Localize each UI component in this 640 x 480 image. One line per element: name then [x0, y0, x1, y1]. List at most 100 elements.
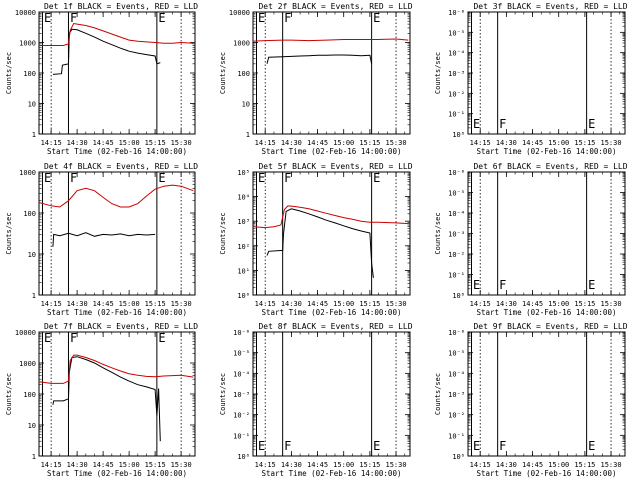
lld-series-line [39, 22, 194, 46]
x-tick-label: 15:15 [574, 139, 595, 147]
y-tick-label: 10⁻² [448, 251, 465, 259]
y-tick-label: 10⁻² [448, 412, 465, 420]
y-tick-label: 10⁻⁶ [448, 329, 465, 337]
marker-label: E [373, 11, 380, 25]
x-tick-label: 15:30 [386, 139, 407, 147]
y-tick-label: 10⁰ [237, 292, 250, 300]
y-tick-label: 10 [28, 251, 36, 259]
y-tick-label: 10⁻¹ [448, 111, 465, 119]
y-tick-label: 10⁻³ [233, 391, 250, 399]
y-tick-label: 10000 [15, 329, 36, 337]
marker-label: E [588, 117, 595, 131]
x-axis-label: Start Time (02-Feb-16 14:00:00) [477, 147, 617, 156]
x-tick-label: 15:30 [171, 300, 192, 308]
plot-frame [467, 331, 626, 457]
y-tick-label: 1 [246, 131, 250, 139]
y-axis-label: Counts/sec [434, 373, 442, 415]
y-tick-label: 10³ [237, 218, 250, 226]
marker-label: F [499, 439, 506, 453]
y-tick-label: 10⁰ [452, 131, 465, 139]
y-tick-label: 10⁻⁶ [448, 9, 465, 17]
y-tick-label: 10⁻⁴ [448, 370, 465, 378]
x-tick-label: 15:00 [333, 461, 354, 469]
x-tick-label: 15:15 [145, 461, 166, 469]
x-tick-label: 14:30 [496, 139, 517, 147]
marker-label: F [70, 331, 77, 345]
y-axis-label: Counts/sec [5, 212, 13, 254]
x-tick-label: 15:15 [574, 300, 595, 308]
x-axis-label: Start Time (02-Feb-16 14:00:00) [47, 308, 187, 317]
marker-label: F [284, 439, 291, 453]
y-tick-label: 10⁰ [452, 453, 465, 461]
y-tick-label: 1000 [233, 40, 250, 48]
y-axis-label: Counts/sec [5, 52, 13, 94]
x-tick-label: 14:15 [470, 300, 491, 308]
detector-panel: Det 2f BLACK = Events, RED = LLD 1 10 100 10… [219, 2, 413, 156]
y-tick-label: 10 [242, 101, 250, 109]
marker-label: E [473, 439, 480, 453]
lld-series-line [38, 354, 194, 384]
detector-panel: Det 6f BLACK = Events, RED = LLD 10⁰ 10⁻¹ 1… [434, 162, 628, 317]
marker-label: E [44, 331, 51, 345]
detector-panel: Det 9f BLACK = Events, RED = LLD 10⁰ 10⁻¹ 1… [434, 322, 628, 478]
x-axis-label: Start Time (02-Feb-16 14:00:00) [262, 469, 402, 478]
y-tick-label: 1000 [19, 40, 36, 48]
detector-panel: Det 5f BLACK = Events, RED = LLD 10⁰ 10¹ 10… [219, 162, 413, 317]
x-tick-label: 14:30 [281, 300, 302, 308]
panel-title: Det 8f BLACK = Events, RED = LLD [258, 322, 412, 331]
x-tick-label: 15:00 [119, 139, 140, 147]
y-tick-label: 10⁻⁴ [448, 50, 465, 58]
y-tick-label: 1000 [19, 360, 36, 368]
x-tick-label: 14:30 [281, 461, 302, 469]
y-axis-label: Counts/sec [434, 212, 442, 254]
y-axis-label: Counts/sec [219, 52, 227, 94]
x-tick-label: 14:15 [470, 139, 491, 147]
x-tick-label: 15:00 [333, 139, 354, 147]
y-tick-label: 10⁻³ [448, 391, 465, 399]
y-tick-label: 1 [32, 292, 36, 300]
x-tick-label: 14:30 [281, 139, 302, 147]
y-tick-label: 100 [23, 210, 36, 218]
y-tick-label: 10⁴ [237, 194, 250, 202]
plot-frame [252, 171, 411, 296]
x-tick-label: 14:45 [307, 139, 328, 147]
marker-label: E [258, 439, 265, 453]
x-tick-label: 14:15 [255, 139, 276, 147]
x-axis-label: Start Time (02-Feb-16 14:00:00) [47, 147, 187, 156]
x-tick-label: 14:15 [41, 300, 62, 308]
y-tick-label: 10⁻⁴ [448, 210, 465, 218]
detector-panel: Det 1f BLACK = Events, RED = LLD 1 10 100 10… [5, 2, 198, 156]
marker-label: E [158, 331, 165, 345]
y-tick-label: 10⁻⁶ [233, 329, 250, 337]
x-tick-label: 15:00 [333, 300, 354, 308]
plot-frame [38, 11, 196, 135]
x-axis-label: Start Time (02-Feb-16 14:00:00) [262, 308, 402, 317]
detector-panel: Det 8f BLACK = Events, RED = LLD 10⁰ 10⁻¹ 1… [219, 322, 413, 478]
y-tick-label: 10² [237, 243, 250, 251]
y-tick-label: 10⁻² [233, 412, 250, 420]
y-tick-label: 10⁻⁴ [233, 370, 250, 378]
events-series-line [52, 356, 161, 442]
lld-series-line [252, 38, 409, 42]
panel-title: Det 1f BLACK = Events, RED = LLD [44, 2, 198, 11]
marker-label: F [499, 278, 506, 292]
x-tick-label: 15:00 [119, 461, 140, 469]
x-tick-label: 15:15 [359, 461, 380, 469]
y-tick-label: 10⁻¹ [233, 432, 250, 440]
plot-frame [38, 331, 196, 457]
y-tick-label: 10 [28, 422, 36, 430]
marker-label: E [258, 171, 265, 185]
panel-title: Det 2f BLACK = Events, RED = LLD [258, 2, 412, 11]
x-tick-label: 15:00 [548, 139, 569, 147]
marker-label: E [373, 171, 380, 185]
y-tick-label: 100 [23, 70, 36, 78]
marker-label: E [588, 439, 595, 453]
marker-label: F [70, 171, 77, 185]
x-tick-label: 15:30 [386, 461, 407, 469]
x-tick-label: 15:15 [145, 300, 166, 308]
x-tick-label: 15:30 [601, 461, 622, 469]
x-tick-label: 15:15 [359, 300, 380, 308]
marker-label: F [70, 11, 77, 25]
marker-label: E [44, 11, 51, 25]
x-tick-label: 15:00 [548, 461, 569, 469]
